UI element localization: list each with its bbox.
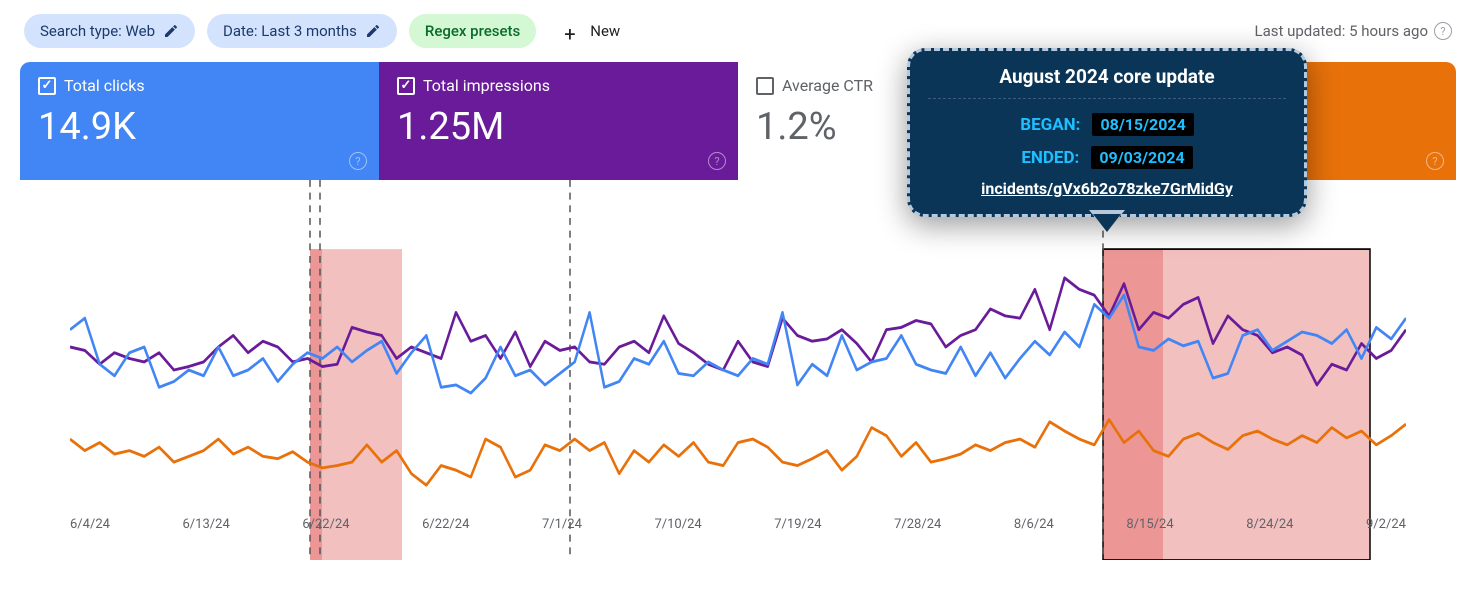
chart: 6/4/24 6/13/24 6/22/24 6/22/24 7/1/24 7/10/24… xyxy=(20,180,1456,560)
chip-regex-presets[interactable]: Regex presets xyxy=(409,14,536,48)
tooltip-link-text[interactable]: incidents/gVx6b2o78zke7GrMidGy xyxy=(981,179,1233,198)
checkbox-icon[interactable] xyxy=(756,77,774,95)
plus-icon: + xyxy=(564,22,582,40)
chip-new-filter[interactable]: + New xyxy=(548,14,636,48)
tooltip-ended-key: ENDED: xyxy=(1021,148,1079,168)
help-icon[interactable]: ? xyxy=(708,152,726,170)
metric-value: 14.9K xyxy=(38,105,361,149)
tooltip-began-val: 08/15/2024 xyxy=(1092,113,1193,136)
help-icon[interactable]: ? xyxy=(1434,22,1452,40)
metric-label-text: Total impressions xyxy=(423,76,550,95)
x-tick-label: 8/15/24 xyxy=(1126,517,1173,532)
tooltip-title: August 2024 core update xyxy=(928,65,1286,99)
tooltip-link[interactable]: incidents/gVx6b2o78zke7GrMidGy xyxy=(928,179,1286,198)
metric-clicks[interactable]: Total clicks 14.9K ? xyxy=(20,62,379,180)
edit-icon xyxy=(365,23,381,39)
event-tooltip: August 2024 core update BEGAN: 08/15/202… xyxy=(907,48,1307,217)
chip-date-range[interactable]: Date: Last 3 months xyxy=(207,14,397,48)
edit-icon xyxy=(163,23,179,39)
tooltip-began-key: BEGAN: xyxy=(1020,115,1080,135)
last-updated: Last updated: 5 hours ago ? xyxy=(1254,22,1452,40)
metric-value: 1.25M xyxy=(397,105,720,149)
last-updated-text: Last updated: 5 hours ago xyxy=(1254,22,1428,40)
help-icon[interactable]: ? xyxy=(1426,152,1444,170)
x-tick-label: 7/1/24 xyxy=(542,517,582,532)
x-tick-label: 6/22/24 xyxy=(422,517,469,532)
tooltip-ended-val: 09/03/2024 xyxy=(1091,146,1192,169)
x-tick-label: 6/13/24 xyxy=(183,517,230,532)
chip-label: Regex presets xyxy=(425,22,520,40)
metric-label-text: Total clicks xyxy=(64,76,145,95)
x-tick-label: 8/24/24 xyxy=(1246,517,1293,532)
chip-label: New xyxy=(590,22,620,40)
x-tick-label: 6/22/24 xyxy=(302,517,349,532)
x-tick-label: 7/28/24 xyxy=(894,517,941,532)
chip-label: Search type: Web xyxy=(40,22,155,40)
metric-impressions[interactable]: Total impressions 1.25M ? xyxy=(379,62,738,180)
chip-label: Date: Last 3 months xyxy=(223,22,357,40)
x-tick-label: 7/19/24 xyxy=(774,517,821,532)
chart-svg xyxy=(70,180,1406,560)
tooltip-arrow xyxy=(1093,214,1121,232)
x-tick-label: 9/2/24 xyxy=(1366,517,1406,532)
chip-search-type[interactable]: Search type: Web xyxy=(24,14,195,48)
x-tick-label: 8/6/24 xyxy=(1014,517,1054,532)
help-icon[interactable]: ? xyxy=(349,152,367,170)
checkbox-icon[interactable] xyxy=(397,77,415,95)
x-axis-labels: 6/4/24 6/13/24 6/22/24 6/22/24 7/1/24 7/10/24… xyxy=(70,517,1406,532)
checkbox-icon[interactable] xyxy=(38,77,56,95)
x-tick-label: 6/4/24 xyxy=(70,517,110,532)
x-tick-label: 7/10/24 xyxy=(654,517,701,532)
metric-label-text: Average CTR xyxy=(782,76,873,95)
